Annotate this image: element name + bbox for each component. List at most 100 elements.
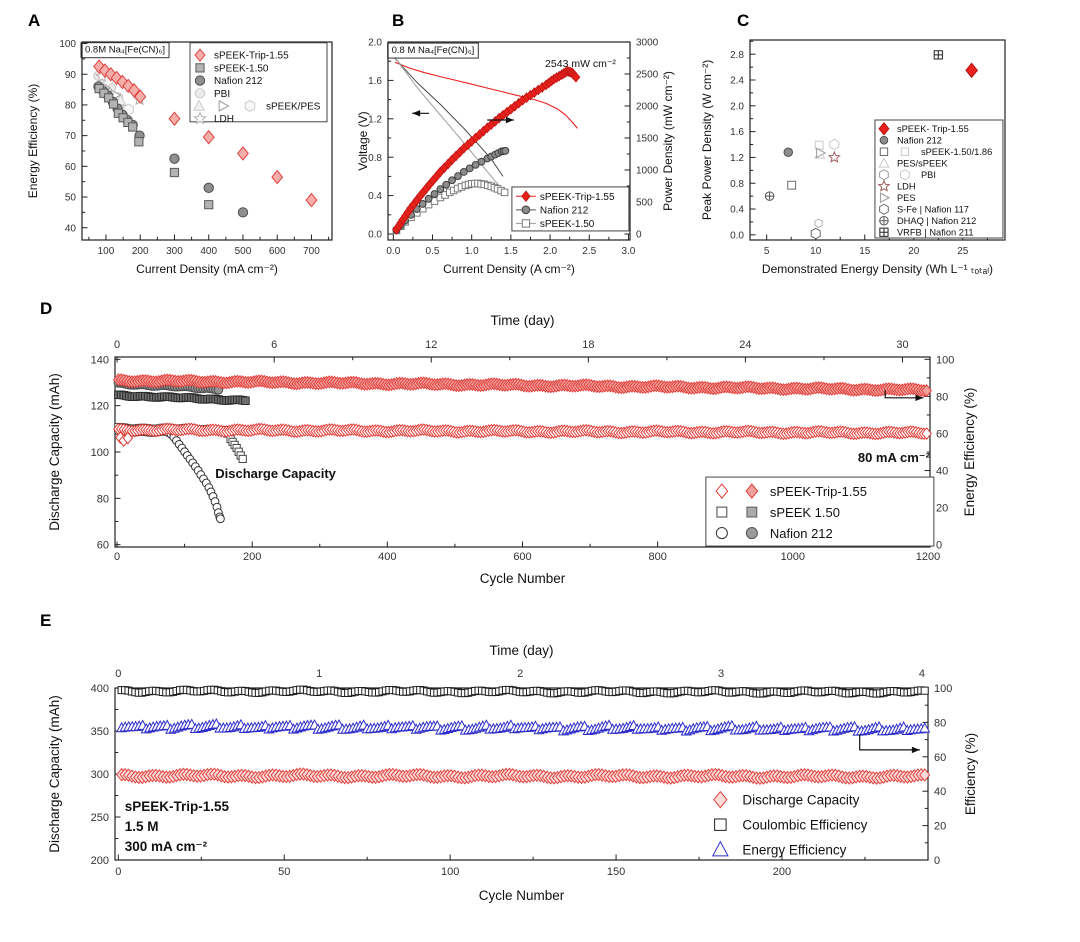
svg-text:1000: 1000 bbox=[636, 166, 659, 177]
svg-text:800: 800 bbox=[648, 551, 666, 563]
svg-text:400: 400 bbox=[200, 246, 217, 257]
svg-text:sPEEK-1.50: sPEEK-1.50 bbox=[214, 63, 269, 74]
svg-text:Power Density (mW cm⁻²): Power Density (mW cm⁻²) bbox=[661, 71, 675, 211]
series-discharge-capacity bbox=[116, 767, 931, 786]
annotation: 300 mA cm⁻² bbox=[125, 839, 208, 854]
svg-text:60: 60 bbox=[936, 428, 948, 440]
svg-text:300: 300 bbox=[166, 246, 183, 257]
svg-text:1500: 1500 bbox=[636, 134, 659, 145]
series-speek-trip-1-55-discharge-capacity bbox=[113, 422, 932, 448]
svg-text:200: 200 bbox=[243, 551, 261, 563]
svg-text:Energy Efficiency (%): Energy Efficiency (%) bbox=[26, 84, 40, 199]
svg-text:3: 3 bbox=[718, 668, 724, 680]
svg-text:350: 350 bbox=[91, 726, 109, 738]
svg-text:Discharge Capacity (mAh): Discharge Capacity (mAh) bbox=[47, 373, 62, 531]
svg-text:200: 200 bbox=[91, 855, 109, 867]
svg-text:1.6: 1.6 bbox=[730, 127, 744, 138]
svg-text:Discharge Capacity (mAh): Discharge Capacity (mAh) bbox=[47, 695, 62, 853]
svg-text:1.2: 1.2 bbox=[368, 114, 382, 125]
svg-text:Energy Efficiency: Energy Efficiency bbox=[742, 843, 846, 858]
axis-right-D: 0 20 40 60 80 100 bbox=[924, 354, 954, 552]
svg-text:60: 60 bbox=[934, 752, 946, 764]
svg-text:100: 100 bbox=[91, 447, 109, 459]
axis-left-D: 60 80 100 120 140 bbox=[91, 354, 121, 552]
series-energy-efficiency bbox=[116, 717, 931, 736]
svg-text:PBI: PBI bbox=[214, 89, 230, 100]
svg-text:PBI: PBI bbox=[921, 170, 936, 180]
svg-text:sPEEK/PES: sPEEK/PES bbox=[266, 102, 321, 113]
svg-text:sPEEK-Trip-1.55: sPEEK-Trip-1.55 bbox=[540, 192, 615, 203]
svg-text:2.0: 2.0 bbox=[730, 101, 744, 112]
svg-text:100: 100 bbox=[98, 246, 115, 257]
svg-text:0.8: 0.8 bbox=[368, 153, 382, 164]
chart-panel-A: 100 200 300 400 500 600 700 Current Density (mA… bbox=[26, 39, 333, 276]
svg-text:200: 200 bbox=[773, 866, 791, 878]
svg-text:90: 90 bbox=[65, 70, 77, 81]
svg-text:1.2: 1.2 bbox=[730, 153, 744, 164]
annotation: 0.8 M Na₄[Fe(CN)₆] bbox=[392, 45, 475, 56]
svg-text:sPEEK-Trip-1.55: sPEEK-Trip-1.55 bbox=[770, 484, 867, 499]
panel-label-a: A bbox=[28, 11, 41, 30]
svg-text:Current Density (mA cm⁻²): Current Density (mA cm⁻²) bbox=[136, 262, 278, 276]
svg-text:Time (day): Time (day) bbox=[489, 643, 553, 658]
svg-text:Efficiency (%): Efficiency (%) bbox=[963, 733, 978, 815]
svg-text:300: 300 bbox=[91, 769, 109, 781]
svg-text:100: 100 bbox=[934, 683, 952, 695]
svg-text:500: 500 bbox=[636, 198, 653, 209]
series-vrfb-nafion-211 bbox=[933, 50, 943, 60]
legend-D: sPEEK-Trip-1.55 sPEEK 1.50 Nafion 212 bbox=[705, 476, 935, 547]
chart-panel-C: 5 10 15 20 25 Demonstrated Energy Density (Wh… bbox=[700, 39, 1006, 276]
svg-text:Discharge Capacity: Discharge Capacity bbox=[742, 793, 859, 808]
axis-left-E: 200 250 300 350 400 bbox=[91, 683, 121, 867]
svg-text:1.6: 1.6 bbox=[368, 76, 382, 87]
svg-text:0: 0 bbox=[934, 855, 940, 867]
svg-text:2500: 2500 bbox=[636, 70, 659, 81]
axis-bottom-A: 100 200 300 400 500 600 700 bbox=[88, 234, 330, 257]
series-speek-trip-1-55 bbox=[93, 59, 318, 208]
svg-text:15: 15 bbox=[859, 246, 871, 257]
legend-B: sPEEK-Trip-1.55 Nafion 212 sPEEK-1.50 bbox=[511, 186, 630, 232]
svg-text:80: 80 bbox=[934, 717, 946, 729]
panel-label-c: C bbox=[737, 11, 750, 30]
series-dhaq-nafion-212 bbox=[764, 191, 775, 201]
series-s-fe-nafion-117 bbox=[810, 227, 821, 240]
series-speek-1-50-1-86-light- bbox=[814, 140, 824, 150]
svg-text:Time (day): Time (day) bbox=[490, 313, 554, 328]
svg-text:1200: 1200 bbox=[916, 551, 940, 563]
svg-text:500: 500 bbox=[235, 246, 252, 257]
svg-text:600: 600 bbox=[513, 551, 531, 563]
svg-text:25: 25 bbox=[957, 246, 969, 257]
svg-text:40: 40 bbox=[65, 223, 77, 234]
series-speek-1-50-energy-efficiency bbox=[114, 390, 250, 405]
legend-E: Discharge Capacity Coulombic Efficiency En… bbox=[711, 790, 868, 858]
svg-text:1.0: 1.0 bbox=[465, 246, 479, 257]
series-speek-1-50-1-86 bbox=[787, 180, 797, 190]
svg-text:0.4: 0.4 bbox=[730, 205, 744, 216]
svg-text:20: 20 bbox=[908, 246, 920, 257]
svg-text:100: 100 bbox=[936, 354, 954, 366]
svg-text:Coulombic Efficiency: Coulombic Efficiency bbox=[742, 818, 867, 833]
svg-text:0.5: 0.5 bbox=[426, 246, 440, 257]
svg-text:Voltage (V): Voltage (V) bbox=[356, 111, 370, 170]
svg-text:0: 0 bbox=[114, 339, 120, 351]
svg-text:0: 0 bbox=[114, 551, 120, 563]
axis-bottom-D: 0 200 400 600 800 1000 1200 bbox=[114, 541, 940, 563]
series-speek-trip-1-55-voltage bbox=[394, 61, 578, 129]
svg-text:sPEEK-1.50: sPEEK-1.50 bbox=[540, 219, 595, 230]
svg-text:1: 1 bbox=[316, 668, 322, 680]
svg-text:0: 0 bbox=[936, 540, 942, 552]
svg-text:150: 150 bbox=[607, 866, 625, 878]
svg-text:24: 24 bbox=[739, 339, 751, 351]
svg-text:PES/sPEEK: PES/sPEEK bbox=[897, 159, 948, 169]
annotation: 0.8M Na₄[Fe(CN)₆] bbox=[85, 45, 165, 56]
svg-text:80: 80 bbox=[65, 101, 77, 112]
series-pbi bbox=[829, 138, 840, 151]
svg-text:Cycle Number: Cycle Number bbox=[479, 888, 565, 903]
panel-label-d: D bbox=[40, 299, 53, 318]
svg-text:Peak Power Density (W cm⁻²): Peak Power Density (W cm⁻²) bbox=[700, 60, 714, 220]
svg-text:4: 4 bbox=[919, 668, 925, 680]
annotation: sPEEK-Trip-1.55 bbox=[125, 799, 230, 814]
